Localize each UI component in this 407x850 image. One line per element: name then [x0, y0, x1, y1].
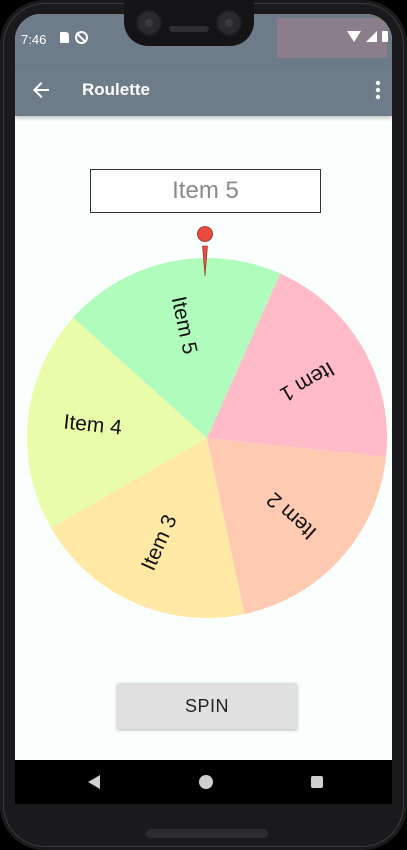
app-title: Roulette [82, 80, 150, 99]
wheel-slice-3 [51, 438, 245, 618]
wifi-icon [347, 31, 361, 42]
result-display: Item 5 [90, 169, 321, 213]
camera-notch [124, 0, 254, 46]
nav-recents-icon[interactable] [311, 776, 323, 788]
wheel-slice-5 [73, 258, 281, 438]
wheel-slice-1 [207, 273, 388, 457]
signal-icon [366, 31, 377, 42]
earpiece-speaker [169, 26, 209, 32]
navigation-bar [15, 760, 392, 804]
status-time: 7:46 [21, 32, 47, 47]
data-saver-icon [75, 31, 88, 44]
status-icons-left [60, 31, 88, 45]
spin-button[interactable]: SPIN [117, 683, 297, 729]
more-vert-icon[interactable] [368, 78, 388, 102]
pointer-pin-icon [197, 226, 213, 277]
sd-card-icon [60, 32, 69, 43]
nav-back-icon[interactable] [88, 775, 100, 789]
front-sensor-icon [216, 10, 242, 36]
wheel-slice-2 [207, 438, 387, 615]
status-icons-right [347, 31, 388, 42]
app-bar: Roulette [15, 66, 392, 116]
wheel-slice-4 [26, 317, 207, 528]
nav-home-icon[interactable] [199, 775, 213, 789]
battery-icon [382, 31, 388, 42]
front-camera-icon [136, 10, 162, 36]
screen: 7:46 Roulette Item 5 [15, 14, 392, 804]
arrow-back-icon[interactable] [29, 78, 53, 102]
bottom-speaker [146, 829, 268, 838]
